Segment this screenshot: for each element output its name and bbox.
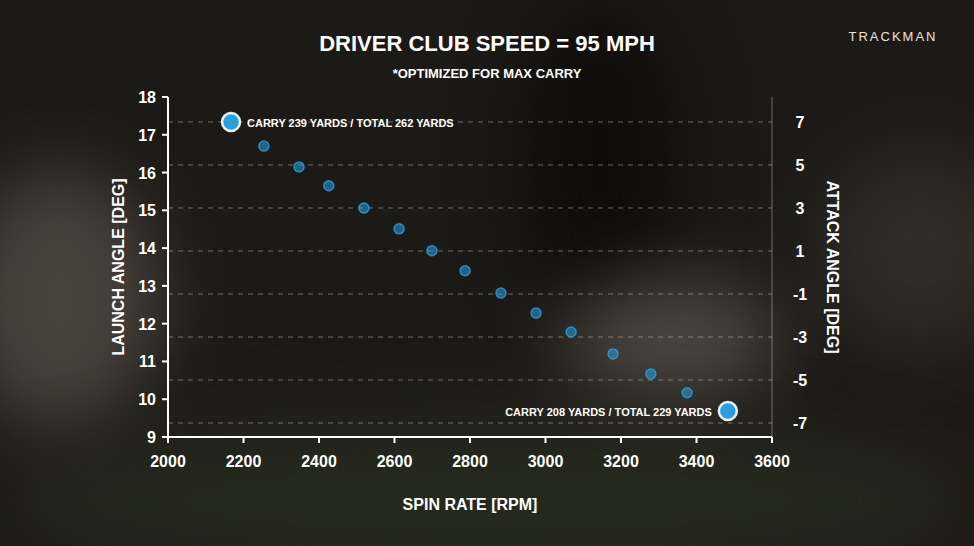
x-tick-label: 2000 <box>150 453 186 470</box>
grid-line <box>168 423 772 424</box>
y-tick-label: 18 <box>138 89 156 106</box>
y-axis-label: LAUNCH ANGLE [DEG] <box>110 178 127 355</box>
grid-line <box>168 250 772 251</box>
y2-axis <box>772 97 773 437</box>
annotation: CARRY 208 YARDS / TOTAL 229 YARDS <box>505 406 712 418</box>
y2-tick-label: -3 <box>793 329 807 346</box>
point <box>324 181 334 191</box>
y-tick-label: 13 <box>138 278 156 295</box>
y-tick <box>162 398 168 400</box>
x-tick <box>318 437 320 443</box>
y-tick <box>162 247 168 249</box>
x-tick-label: 3400 <box>679 453 715 470</box>
x-tick <box>545 437 547 443</box>
point <box>294 162 304 172</box>
brand-logo: TRACKMAN <box>849 29 938 44</box>
y-tick-label: 14 <box>138 240 156 257</box>
y2-tick-label: 5 <box>796 157 805 174</box>
point <box>682 388 692 398</box>
subtitle: *OPTIMIZED FOR MAX CARRY <box>393 66 582 81</box>
point <box>427 246 437 256</box>
grid-line <box>168 164 772 165</box>
y2-tick-label: 7 <box>796 114 805 131</box>
x-tick-label: 3000 <box>528 453 564 470</box>
y2-tick-label: -5 <box>793 372 807 389</box>
bg-blob <box>560 280 780 400</box>
point <box>719 402 737 420</box>
y-tick <box>162 360 168 362</box>
point <box>359 203 369 213</box>
grid-line <box>168 337 772 338</box>
x-tick-label: 3600 <box>754 453 790 470</box>
point <box>460 266 470 276</box>
grid-line <box>168 380 772 381</box>
title: DRIVER CLUB SPEED = 95 MPH <box>319 31 655 56</box>
x-tick <box>620 437 622 443</box>
x-tick-label: 2200 <box>226 453 262 470</box>
x-tick-label: 2400 <box>301 453 337 470</box>
x-tick <box>469 437 471 443</box>
y2-tick-label: -7 <box>793 415 807 432</box>
y-tick-label: 15 <box>138 202 156 219</box>
point <box>222 113 240 131</box>
y2-tick-label: 3 <box>796 200 805 217</box>
bg-blob <box>0 420 974 546</box>
x-tick <box>394 437 396 443</box>
x-axis-label: SPIN RATE [RPM] <box>403 496 538 513</box>
x-tick <box>771 437 773 443</box>
y-tick <box>162 323 168 325</box>
point <box>531 308 541 318</box>
x-tick <box>243 437 245 443</box>
point <box>259 141 269 151</box>
point <box>496 288 506 298</box>
y-tick-label: 12 <box>138 316 156 333</box>
bg-blob <box>820 150 974 350</box>
point <box>394 224 404 234</box>
y-axis <box>167 97 169 437</box>
stage: DRIVER CLUB SPEED = 95 MPH *OPTIMIZED FOR… <box>0 0 974 546</box>
annotation: CARRY 239 YARDS / TOTAL 262 YARDS <box>247 117 454 129</box>
y-tick <box>162 134 168 136</box>
y-tick <box>162 209 168 211</box>
y-tick-label: 17 <box>138 127 156 144</box>
point <box>608 349 618 359</box>
x-tick <box>696 437 698 443</box>
y-tick <box>162 172 168 174</box>
y-tick-label: 9 <box>147 429 156 446</box>
y-tick-label: 11 <box>139 353 156 370</box>
grid-line <box>168 293 772 294</box>
y2-axis-label: ATTACK ANGLE [DEG] <box>824 180 841 353</box>
bg-blob <box>0 170 160 430</box>
y2-tick-label: -1 <box>793 286 807 303</box>
x-tick-label: 2600 <box>377 453 413 470</box>
point <box>646 369 656 379</box>
y-tick-label: 10 <box>138 391 156 408</box>
points <box>222 113 737 420</box>
x-tick <box>167 437 169 443</box>
y-tick-label: 16 <box>138 165 156 182</box>
y2-tick-label: 1 <box>796 243 805 260</box>
x-tick-label: 2800 <box>452 453 488 470</box>
grid-line <box>168 207 772 208</box>
y-tick <box>162 96 168 98</box>
point <box>566 327 576 337</box>
y-tick <box>162 285 168 287</box>
x-tick-label: 3200 <box>603 453 639 470</box>
chart: DRIVER CLUB SPEED = 95 MPH *OPTIMIZED FOR… <box>0 0 974 546</box>
